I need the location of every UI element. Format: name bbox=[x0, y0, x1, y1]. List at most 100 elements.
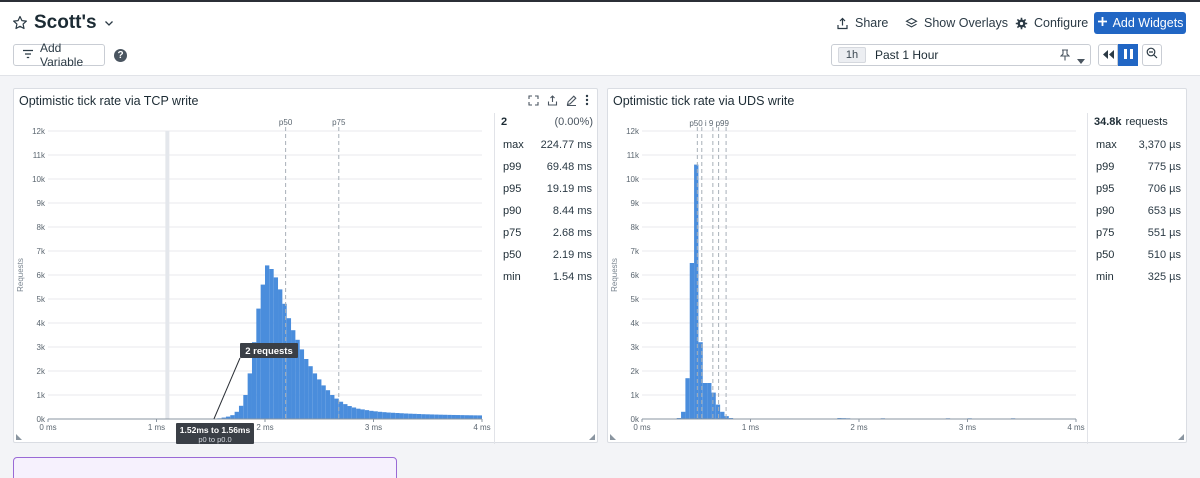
tcp-histogram-chart[interactable]: 0k 1k 2k 3k 4k 5k 6k 7k 8k 9k 10k 11k 12k Requests 0 m… bbox=[14, 113, 492, 444]
stats-header: 34.8k requests bbox=[1094, 116, 1182, 130]
time-range-label: Past 1 Hour bbox=[875, 48, 939, 62]
histogram-bar bbox=[347, 406, 352, 419]
histogram-bar bbox=[447, 414, 452, 419]
widget-uds-write: Optimistic tick rate via UDS write 0k 1k 2… bbox=[607, 88, 1187, 444]
histogram-bar bbox=[386, 412, 391, 419]
time-range-picker[interactable]: 1h Past 1 Hour bbox=[831, 44, 1091, 66]
share-icon bbox=[836, 17, 849, 30]
stat-label: max bbox=[503, 139, 524, 151]
histogram-bar bbox=[451, 414, 456, 419]
histogram-bar bbox=[702, 383, 708, 419]
histogram-bar bbox=[360, 409, 365, 419]
stat-row-max: max 224.77 ms bbox=[503, 139, 592, 153]
histogram-bar bbox=[408, 413, 413, 419]
dashboard-header bbox=[0, 0, 1200, 76]
stat-row-p90: p90 653 µs bbox=[1096, 205, 1181, 219]
caret-down-icon[interactable] bbox=[1077, 53, 1085, 67]
y-tick-label: 12k bbox=[626, 127, 640, 136]
histogram-bar bbox=[356, 408, 361, 419]
histogram-bar bbox=[720, 411, 725, 419]
help-icon[interactable]: ? bbox=[114, 49, 127, 62]
expand-icon[interactable] bbox=[528, 94, 539, 106]
stat-row-p75: p75 551 µs bbox=[1096, 227, 1181, 241]
filter-lines-icon bbox=[22, 48, 34, 62]
stat-label: min bbox=[1096, 271, 1114, 283]
configure-button[interactable]: Configure bbox=[1015, 12, 1088, 34]
resize-handle-right[interactable] bbox=[589, 434, 595, 440]
histogram-bar bbox=[698, 342, 703, 419]
gear-icon bbox=[1015, 17, 1028, 30]
stat-value: 551 µs bbox=[1147, 227, 1181, 239]
uds-histogram-chart[interactable]: 0k 1k 2k 3k 4k 5k 6k 7k 8k 9k 10k 11k 12k Requests 0 m… bbox=[608, 113, 1086, 444]
histogram-bar bbox=[434, 414, 439, 419]
histogram-bar bbox=[412, 413, 417, 419]
y-tick-label: 2k bbox=[37, 367, 46, 376]
rewind-icon bbox=[1102, 46, 1114, 64]
export-icon[interactable] bbox=[547, 94, 558, 106]
histogram-bar bbox=[724, 416, 729, 419]
y-tick-label: 11k bbox=[33, 151, 46, 160]
histogram-bar bbox=[295, 339, 300, 419]
y-tick-label: 7k bbox=[631, 247, 640, 256]
resize-handle-right[interactable] bbox=[1178, 434, 1184, 440]
pin-icon[interactable] bbox=[1059, 49, 1071, 64]
pause-button[interactable] bbox=[1118, 44, 1138, 66]
histogram-bar bbox=[343, 404, 348, 419]
histogram-bar bbox=[438, 414, 443, 419]
histogram-bar bbox=[715, 404, 721, 419]
share-button[interactable]: Share bbox=[836, 12, 888, 34]
histogram-bar bbox=[429, 414, 435, 419]
show-overlays-button[interactable]: Show Overlays bbox=[905, 12, 1008, 34]
edit-pencil-icon[interactable] bbox=[566, 94, 577, 106]
y-tick-label: 4k bbox=[37, 319, 46, 328]
stat-value: 2.19 ms bbox=[552, 249, 592, 261]
percentile-label: p50 bbox=[279, 118, 293, 127]
stats-header: 2 (0.00%) bbox=[501, 116, 593, 130]
resize-handle-left[interactable] bbox=[610, 434, 616, 440]
histogram-bar bbox=[685, 378, 690, 419]
dashboard-title[interactable]: Scott's bbox=[34, 12, 97, 33]
stat-label: p95 bbox=[503, 183, 522, 195]
widget-toolbar bbox=[528, 94, 589, 106]
stat-row-min: min 325 µs bbox=[1096, 271, 1181, 285]
resize-handle-left[interactable] bbox=[16, 434, 22, 440]
histogram-bar bbox=[238, 405, 244, 419]
y-tick-label: 7k bbox=[37, 247, 46, 256]
zoom-out-icon bbox=[1146, 46, 1158, 64]
histogram-bar bbox=[221, 417, 226, 419]
chevron-down-icon[interactable] bbox=[103, 17, 115, 29]
stat-label: p50 bbox=[1096, 249, 1115, 261]
histogram-bar bbox=[473, 415, 478, 419]
add-variable-button[interactable]: Add Variable bbox=[13, 41, 105, 69]
widget-title[interactable]: Optimistic tick rate via UDS write bbox=[613, 94, 795, 108]
tooltip-requests-text: 2 requests bbox=[245, 346, 293, 357]
y-tick-label: 1k bbox=[37, 391, 46, 400]
star-icon[interactable] bbox=[12, 15, 28, 31]
y-tick-label: 3k bbox=[631, 343, 640, 352]
stats-count: 34.8k bbox=[1094, 116, 1122, 128]
stat-label: min bbox=[503, 271, 521, 283]
rewind-button[interactable] bbox=[1098, 44, 1118, 66]
stat-value: 69.48 ms bbox=[546, 161, 592, 173]
stats-panel: 34.8k requests max 3,370 µs p99 775 µs p95… bbox=[1087, 113, 1187, 444]
histogram-bar bbox=[468, 415, 474, 419]
histogram-bar bbox=[351, 407, 357, 419]
add-widgets-button[interactable]: Add Widgets bbox=[1094, 12, 1186, 34]
more-options-icon[interactable] bbox=[585, 94, 589, 106]
dashboard-title-area: Scott's bbox=[12, 10, 115, 36]
pause-icon bbox=[1123, 46, 1133, 64]
histogram-bar bbox=[382, 412, 387, 419]
tooltip-connector bbox=[213, 357, 241, 420]
y-tick-label: 9k bbox=[631, 199, 640, 208]
histogram-bar bbox=[243, 395, 248, 419]
stat-row-p50: p50 2.19 ms bbox=[503, 249, 592, 263]
histogram-bar bbox=[694, 164, 699, 419]
new-widget-placeholder[interactable] bbox=[13, 457, 397, 478]
y-tick-label: 2k bbox=[631, 367, 640, 376]
histogram-bar bbox=[286, 318, 292, 419]
widget-title[interactable]: Optimistic tick rate via TCP write bbox=[19, 94, 199, 108]
plus-icon bbox=[1097, 16, 1108, 30]
y-tick-label: 1k bbox=[631, 391, 640, 400]
stats-panel: 2 (0.00%) max 224.77 ms p99 69.48 ms p95 19… bbox=[494, 113, 598, 444]
zoom-out-button[interactable] bbox=[1142, 44, 1162, 66]
